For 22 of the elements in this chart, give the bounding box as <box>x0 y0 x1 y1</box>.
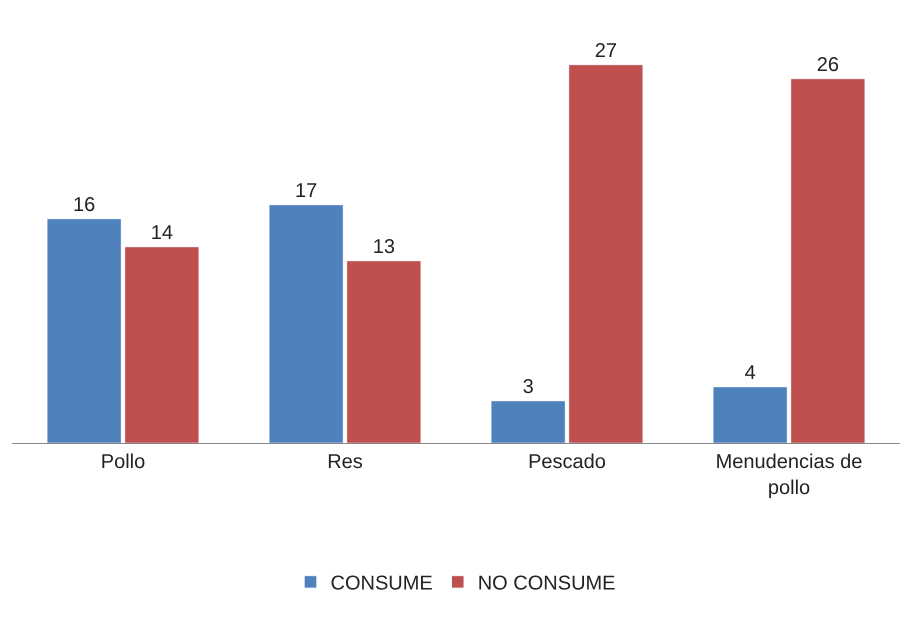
data-label: 16 <box>73 194 96 216</box>
x-tick-label: Res <box>327 451 363 473</box>
x-tick-label: Pescado <box>528 451 606 473</box>
bar <box>346 260 422 443</box>
data-label: 17 <box>295 180 318 202</box>
bar <box>46 218 122 443</box>
data-label: 26 <box>816 54 839 76</box>
data-label: 3 <box>522 376 534 398</box>
x-tick-label: Menudencias de pollo <box>716 451 862 499</box>
data-label: 27 <box>594 40 617 62</box>
bar <box>712 386 788 443</box>
data-label: 13 <box>372 236 395 258</box>
bar <box>790 78 866 443</box>
legend-label: CONSUME <box>330 572 433 595</box>
legend-label: NO CONSUME <box>478 572 616 595</box>
data-label: 4 <box>744 362 756 384</box>
data-label: 14 <box>150 222 173 244</box>
x-tick-label: Pollo <box>100 451 146 473</box>
bar <box>268 204 344 443</box>
bar <box>124 246 200 443</box>
bar <box>490 400 566 443</box>
bar <box>568 64 644 443</box>
